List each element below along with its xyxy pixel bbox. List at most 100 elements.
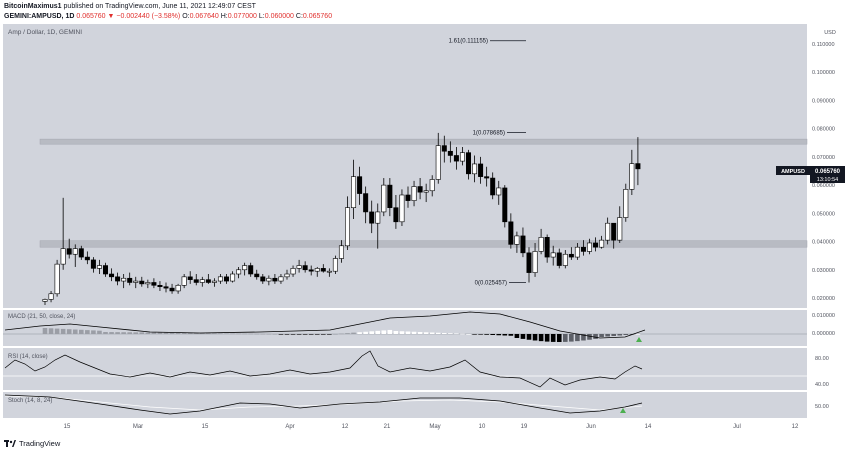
ohlc-header: GEMINI:AMPUSD, 1D 0.065760 ▼ −0.002440 (… (4, 12, 332, 21)
candle-body (599, 239, 605, 248)
x-tick-label: 10 (479, 424, 486, 430)
macd-bar (236, 333, 241, 335)
macd-bar (502, 334, 508, 336)
x-tick-label: Apr (285, 424, 294, 430)
candle-body (181, 276, 187, 286)
macd-bar (429, 332, 435, 334)
macd-bar (157, 332, 163, 334)
symbol-label: GEMINI:AMPUSD, 1D (4, 13, 75, 20)
macd-tick-2: 0.000000 (812, 331, 835, 337)
candle-body (175, 284, 181, 292)
macd-axis: 0.010000 0.000000 (812, 313, 835, 337)
macd-bar (375, 330, 381, 334)
close-value: 0.065760 (302, 13, 333, 20)
candle-body (490, 177, 496, 196)
x-tick-label: 19 (521, 424, 528, 430)
macd-bar (623, 334, 629, 335)
price-pane[interactable] (3, 24, 807, 308)
candle-body (532, 251, 538, 273)
macd-bar (605, 334, 610, 337)
y-tick-label: 0.100000 (812, 70, 835, 76)
candle-body (586, 242, 592, 252)
candle-body (260, 276, 266, 282)
price-tag-price: 0.065760 (815, 169, 841, 175)
macd-signal-arrow (636, 337, 642, 342)
y-tick-label: 0.070000 (812, 155, 835, 161)
macd-bar (296, 334, 302, 335)
macd-bar (472, 334, 477, 335)
macd-bar (460, 333, 465, 335)
publish-info: BitcoinMaximus1 published on TradingView… (4, 2, 256, 11)
pane-label: Amp / Dollar, 1D, GEMINI (8, 29, 82, 36)
candle-body (332, 258, 338, 272)
macd-tick-1: 0.010000 (812, 313, 835, 319)
macd-bar (308, 334, 314, 335)
candle-body (344, 207, 350, 247)
y-tick-label: 0.110000 (812, 42, 835, 48)
candle-body (381, 184, 387, 213)
candle-body (393, 207, 399, 223)
candle-body (308, 269, 314, 272)
candle-body (211, 280, 217, 283)
candle-body (611, 222, 617, 241)
macd-bar (91, 330, 96, 334)
macd-bar (218, 333, 223, 334)
macd-bar (272, 333, 278, 335)
macd-bar (532, 334, 538, 341)
macd-bar (381, 330, 387, 334)
candle-body (320, 268, 326, 272)
macd-bar (617, 334, 623, 336)
candle-body (96, 265, 102, 269)
candle-body (121, 277, 127, 282)
candle-body (423, 190, 429, 193)
macd-bar (387, 329, 393, 334)
candle-body (266, 277, 272, 282)
candle-body (520, 235, 526, 254)
candle-body (84, 256, 90, 261)
candle-body (435, 145, 441, 180)
candle-body (314, 268, 320, 272)
rsi-tick-40: 40.00 (815, 382, 829, 388)
fib-label: 1(0.078685) (473, 130, 505, 136)
candle-body (629, 163, 635, 190)
macd-bar (550, 334, 556, 342)
close-label: C: (295, 13, 303, 20)
footer-brand[interactable]: TradingView (19, 439, 61, 448)
price-tag-symbol: AMPUSD (781, 169, 805, 175)
candle-body (224, 276, 230, 282)
tradingview-logo-icon (4, 440, 16, 447)
candle-body (42, 299, 48, 302)
high-value: 0.077000 (227, 13, 257, 20)
price-tag-countdown: 13:10:54 (817, 177, 838, 183)
macd-bar (496, 334, 502, 336)
macd-pane[interactable] (3, 310, 807, 346)
macd-bar (127, 332, 132, 334)
candle-body (465, 152, 471, 175)
stoch-signal-line (4, 395, 643, 411)
stoch-label: Stoch (14, 8, 24) (8, 398, 52, 404)
open-value: 0.067640 (189, 13, 219, 20)
candle-body (375, 211, 381, 224)
author-name[interactable]: BitcoinMaximus1 (4, 3, 62, 10)
x-tick-label: 15 (64, 424, 71, 430)
macd-line (4, 311, 646, 339)
stoch-pane[interactable] (3, 392, 807, 418)
macd-bar (97, 330, 102, 334)
candle-body (199, 279, 205, 283)
candle-body (272, 277, 278, 282)
macd-bar (248, 333, 253, 335)
candle-body (278, 276, 284, 282)
x-tick-label: Jul (733, 424, 741, 430)
candle-body (562, 253, 568, 266)
candle-body (139, 280, 145, 285)
macd-bar (514, 334, 520, 338)
chart-canvas[interactable]: 0.110000 0.100000 0.090000 0.080000 0.070000… (0, 22, 850, 438)
open-label: O: (182, 13, 190, 20)
fib-label: 0(0.025457) (475, 281, 507, 287)
candle-body (484, 176, 490, 179)
currency-label: USD (824, 30, 836, 36)
macd-bar (200, 333, 205, 334)
candle-body (453, 155, 459, 162)
x-tick-label: 14 (645, 424, 652, 430)
candle-body (72, 248, 78, 255)
